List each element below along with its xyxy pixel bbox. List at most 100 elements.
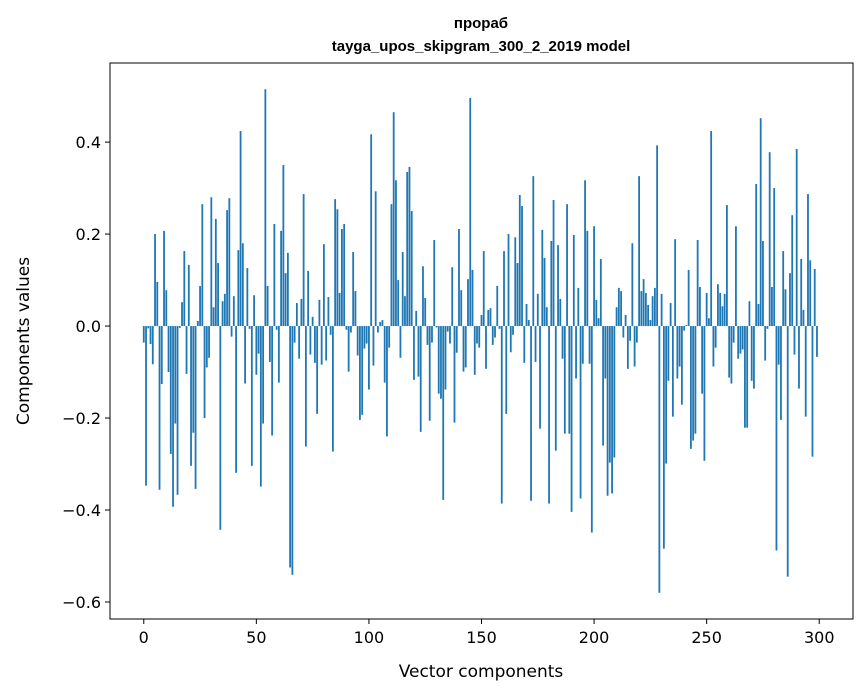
bar [160, 326, 163, 384]
bar [336, 209, 339, 327]
bar [809, 260, 812, 327]
bar [775, 326, 778, 551]
bar [584, 180, 586, 327]
bar [467, 279, 469, 327]
y-axis-label: Components values [14, 257, 34, 425]
bar [419, 326, 422, 432]
bar [219, 326, 222, 530]
bar [241, 243, 244, 327]
bar [415, 310, 418, 327]
bar [334, 199, 337, 327]
bar [473, 326, 476, 375]
bar [665, 326, 668, 464]
y-tick-label: 0.4 [76, 133, 101, 152]
bar [313, 326, 316, 363]
bar [311, 316, 314, 327]
bar [223, 293, 226, 327]
bar [757, 303, 760, 327]
bar [717, 284, 719, 327]
bar [602, 326, 604, 446]
bar [507, 234, 510, 327]
bar [701, 326, 704, 394]
bar [478, 326, 481, 348]
bar [712, 326, 715, 367]
bar [266, 286, 269, 327]
bar [320, 326, 323, 365]
bar [476, 326, 478, 344]
bar [196, 320, 199, 327]
bar [210, 197, 213, 327]
bar [413, 326, 415, 380]
bar [298, 326, 301, 359]
bar [816, 326, 818, 357]
bar [658, 326, 661, 593]
bar [410, 211, 413, 327]
x-tick-label: 250 [691, 628, 722, 647]
bar [230, 326, 233, 337]
bar [449, 326, 451, 344]
y-axis-ticks: 0.4 0.2 0.0 −0.2 −0.4 −0.6 [62, 133, 110, 612]
bar [649, 320, 652, 327]
bar [762, 240, 764, 327]
bar [244, 326, 246, 384]
bar [638, 176, 641, 327]
bar [798, 326, 800, 389]
x-tick-label: 0 [139, 628, 149, 647]
bar [773, 188, 776, 327]
bar [381, 320, 384, 327]
bar [327, 297, 330, 327]
bar [676, 326, 679, 379]
bar [685, 325, 688, 327]
bar [714, 326, 717, 348]
bar [509, 326, 512, 353]
bar [651, 296, 654, 327]
bar [145, 326, 147, 486]
bar [273, 223, 276, 327]
plot-frame [109, 62, 854, 620]
y-tick-label: 0.0 [76, 317, 101, 336]
bar [372, 326, 375, 366]
bar [325, 326, 328, 361]
bar [250, 326, 253, 466]
bar [671, 326, 674, 417]
bar [293, 326, 296, 343]
bar [710, 131, 713, 327]
bar [471, 269, 474, 327]
bars-group [142, 89, 818, 593]
bar [259, 326, 262, 487]
bar [217, 263, 219, 327]
bar [460, 290, 463, 327]
bar [807, 194, 809, 327]
bar [158, 326, 161, 490]
bar [694, 326, 697, 434]
bar [530, 326, 532, 501]
bar [575, 326, 577, 379]
bar [532, 176, 535, 327]
bar [728, 326, 731, 378]
bar [721, 306, 724, 327]
bar [626, 326, 629, 369]
bar [485, 326, 487, 369]
bar [205, 326, 208, 368]
bar [426, 326, 429, 345]
bar [496, 286, 499, 327]
x-tick-label: 50 [246, 628, 266, 647]
bar [811, 326, 814, 457]
bar [737, 326, 740, 359]
bar [469, 97, 472, 327]
bar [190, 326, 192, 466]
bar [212, 307, 215, 327]
bar [766, 326, 769, 329]
bar [444, 326, 447, 390]
bar [723, 293, 726, 327]
bar [557, 245, 559, 327]
bar [617, 287, 620, 327]
bar [579, 326, 582, 499]
bar [514, 237, 517, 327]
bar [232, 296, 235, 327]
bar [275, 326, 278, 330]
bar [755, 183, 758, 327]
bar [437, 326, 440, 394]
bar [417, 326, 420, 377]
bar [199, 286, 201, 327]
